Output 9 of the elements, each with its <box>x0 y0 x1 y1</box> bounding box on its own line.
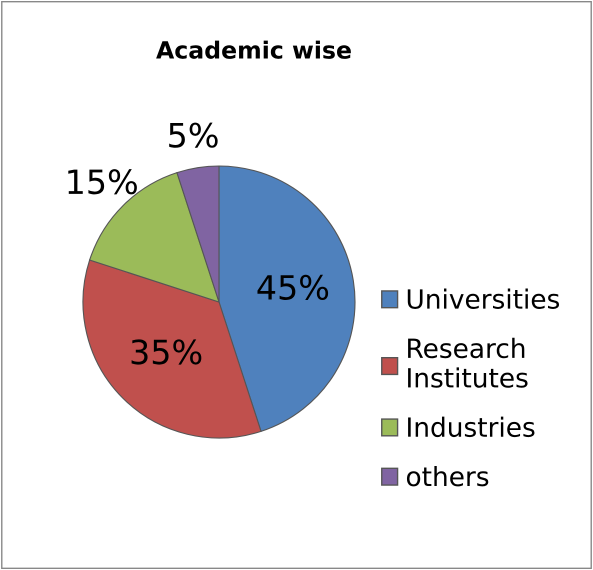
chart-title: Academic wise <box>156 40 351 59</box>
data-label: 35% <box>132 339 202 365</box>
data-label: 15% <box>68 169 137 194</box>
legend-label: Research Institutes <box>408 338 528 388</box>
legend-label: Industries <box>408 416 534 438</box>
legend-label: others <box>406 466 488 486</box>
data-label: 45% <box>257 274 328 300</box>
legend-label: Universities <box>408 288 560 309</box>
data-label: 5% <box>169 122 218 148</box>
